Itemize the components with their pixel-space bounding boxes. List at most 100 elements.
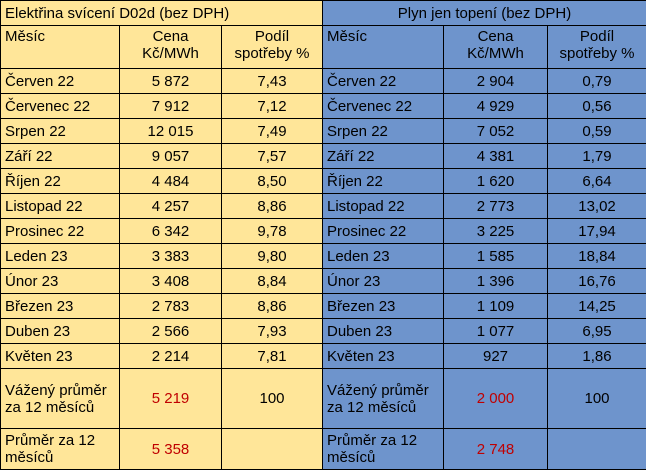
price-cell: 2 566 xyxy=(120,319,222,344)
month-cell: Říjen 22 xyxy=(1,169,120,194)
summary-price: 5 358 xyxy=(120,429,222,470)
share-cell: 9,78 xyxy=(222,219,323,244)
share-cell: 1,86 xyxy=(548,344,646,369)
header-share: Podíl spotřeby % xyxy=(222,26,323,69)
month-cell: Listopad 22 xyxy=(323,194,444,219)
price-cell: 3 383 xyxy=(120,244,222,269)
price-cell: 5 872 xyxy=(120,69,222,94)
month-cell: Září 22 xyxy=(1,144,120,169)
share-cell: 8,50 xyxy=(222,169,323,194)
summary-label: Průměr za 12 měsíců xyxy=(323,429,444,470)
price-cell: 1 585 xyxy=(444,244,548,269)
month-cell: Květen 23 xyxy=(1,344,120,369)
share-cell: 0,79 xyxy=(548,69,646,94)
share-cell: 16,76 xyxy=(548,269,646,294)
share-cell: 0,56 xyxy=(548,94,646,119)
share-cell: 7,93 xyxy=(222,319,323,344)
share-cell: 18,84 xyxy=(548,244,646,269)
month-cell: Březen 23 xyxy=(1,294,120,319)
month-cell: Prosinec 22 xyxy=(1,219,120,244)
summary-share xyxy=(222,429,323,470)
month-cell: Únor 23 xyxy=(323,269,444,294)
month-cell: Květen 23 xyxy=(323,344,444,369)
summary-label: Vážený průměr za 12 měsíců xyxy=(1,369,120,429)
gas-title: Plyn jen topení (bez DPH) xyxy=(323,1,646,26)
header-month: Měsíc xyxy=(1,26,120,69)
price-cell: 2 773 xyxy=(444,194,548,219)
price-cell: 2 783 xyxy=(120,294,222,319)
summary-share xyxy=(548,429,646,470)
share-cell: 1,79 xyxy=(548,144,646,169)
summary-share: 100 xyxy=(548,369,646,429)
month-cell: Červen 22 xyxy=(323,69,444,94)
summary-price: 2 748 xyxy=(444,429,548,470)
gas-table: Plyn jen topení (bez DPH) Měsíc Cena Kč/… xyxy=(322,0,646,470)
summary-share: 100 xyxy=(222,369,323,429)
electricity-title-row: Elektřina svícení D02d (bez DPH) xyxy=(1,1,323,26)
price-cell: 927 xyxy=(444,344,548,369)
price-cell: 12 015 xyxy=(120,119,222,144)
price-cell: 4 381 xyxy=(444,144,548,169)
header-price: Cena Kč/MWh xyxy=(120,26,222,69)
price-cell: 7 052 xyxy=(444,119,548,144)
month-cell: Leden 23 xyxy=(323,244,444,269)
share-cell: 7,12 xyxy=(222,94,323,119)
gas-title-row: Plyn jen topení (bez DPH) xyxy=(323,1,646,26)
electricity-table: Elektřina svícení D02d (bez DPH) Měsíc C… xyxy=(0,0,323,470)
share-cell: 14,25 xyxy=(548,294,646,319)
share-cell: 6,64 xyxy=(548,169,646,194)
share-cell: 6,95 xyxy=(548,319,646,344)
share-cell: 17,94 xyxy=(548,219,646,244)
summary-price: 2 000 xyxy=(444,369,548,429)
header-price: Cena Kč/MWh xyxy=(444,26,548,69)
price-cell: 4 929 xyxy=(444,94,548,119)
price-cell: 6 342 xyxy=(120,219,222,244)
summary-label: Průměr za 12 měsíců xyxy=(1,429,120,470)
price-cell: 2 214 xyxy=(120,344,222,369)
share-cell: 7,57 xyxy=(222,144,323,169)
month-cell: Červenec 22 xyxy=(323,94,444,119)
share-cell: 9,80 xyxy=(222,244,323,269)
month-cell: Leden 23 xyxy=(1,244,120,269)
share-cell: 0,59 xyxy=(548,119,646,144)
month-cell: Srpen 22 xyxy=(1,119,120,144)
gas-header-row: Měsíc Cena Kč/MWh Podíl spotřeby % xyxy=(323,26,646,69)
share-cell: 7,49 xyxy=(222,119,323,144)
share-cell: 8,84 xyxy=(222,269,323,294)
price-cell: 3 408 xyxy=(120,269,222,294)
price-cell: 4 257 xyxy=(120,194,222,219)
electricity-title: Elektřina svícení D02d (bez DPH) xyxy=(1,1,323,26)
month-cell: Srpen 22 xyxy=(323,119,444,144)
month-cell: Červenec 22 xyxy=(1,94,120,119)
month-cell: Únor 23 xyxy=(1,269,120,294)
price-cell: 7 912 xyxy=(120,94,222,119)
price-cell: 2 904 xyxy=(444,69,548,94)
summary-price: 5 219 xyxy=(120,369,222,429)
price-cell: 9 057 xyxy=(120,144,222,169)
month-cell: Listopad 22 xyxy=(1,194,120,219)
